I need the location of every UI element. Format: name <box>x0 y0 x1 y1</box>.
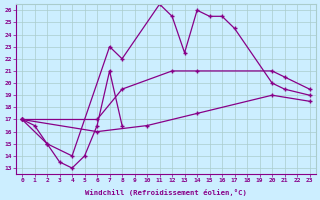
X-axis label: Windchill (Refroidissement éolien,°C): Windchill (Refroidissement éolien,°C) <box>85 189 247 196</box>
